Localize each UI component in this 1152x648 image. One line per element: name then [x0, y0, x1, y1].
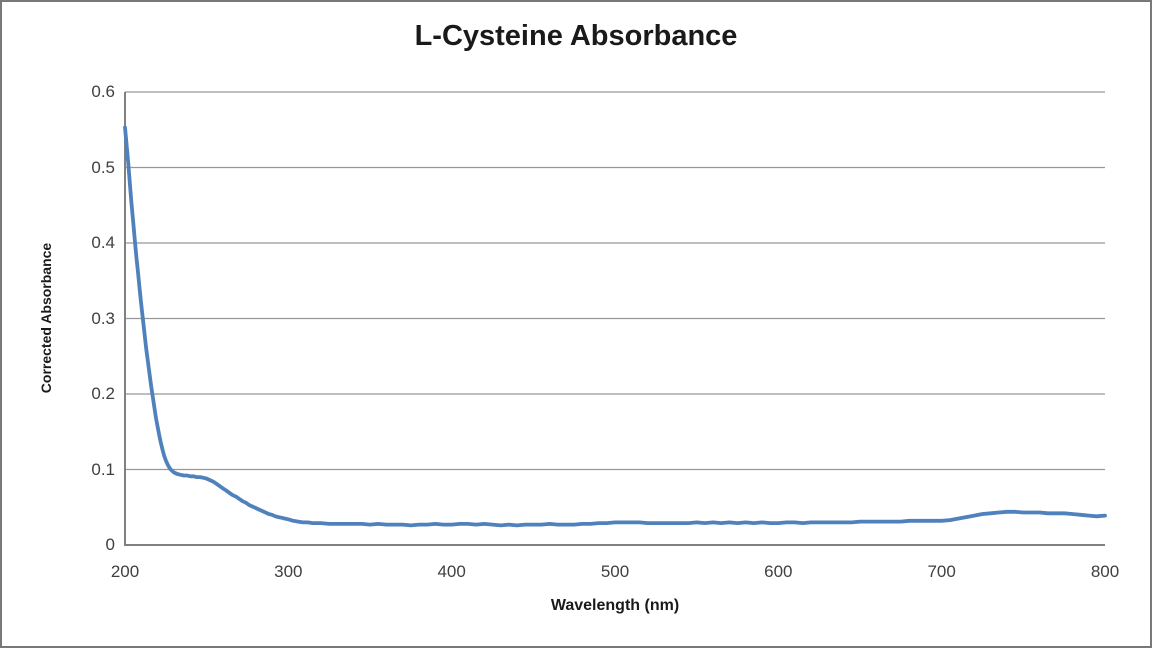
x-tick-label: 800: [1090, 562, 1120, 581]
y-tick-label: 0.3: [91, 308, 115, 328]
x-tick-label: 500: [600, 562, 630, 581]
chart-title: L-Cysteine Absorbance: [414, 20, 738, 52]
y-tick-label: 0.5: [91, 157, 115, 177]
x-axis-title: Wavelength (nm): [550, 597, 680, 614]
y-tick-label: 0: [105, 535, 115, 554]
y-tick-label: 0.4: [91, 233, 115, 252]
x-tick-label: 600: [764, 562, 793, 581]
y-tick-label: 0.6: [91, 82, 115, 101]
y-tick-label: 0.2: [91, 384, 115, 403]
x-tick-label: 700: [927, 562, 956, 581]
x-tick-label: 400: [437, 562, 466, 581]
y-tick-label: 0.1: [91, 459, 115, 479]
x-tick-label: 200: [110, 562, 140, 581]
absorbance-series-line: [123, 125, 1107, 528]
x-tick-label: 300: [274, 562, 303, 581]
